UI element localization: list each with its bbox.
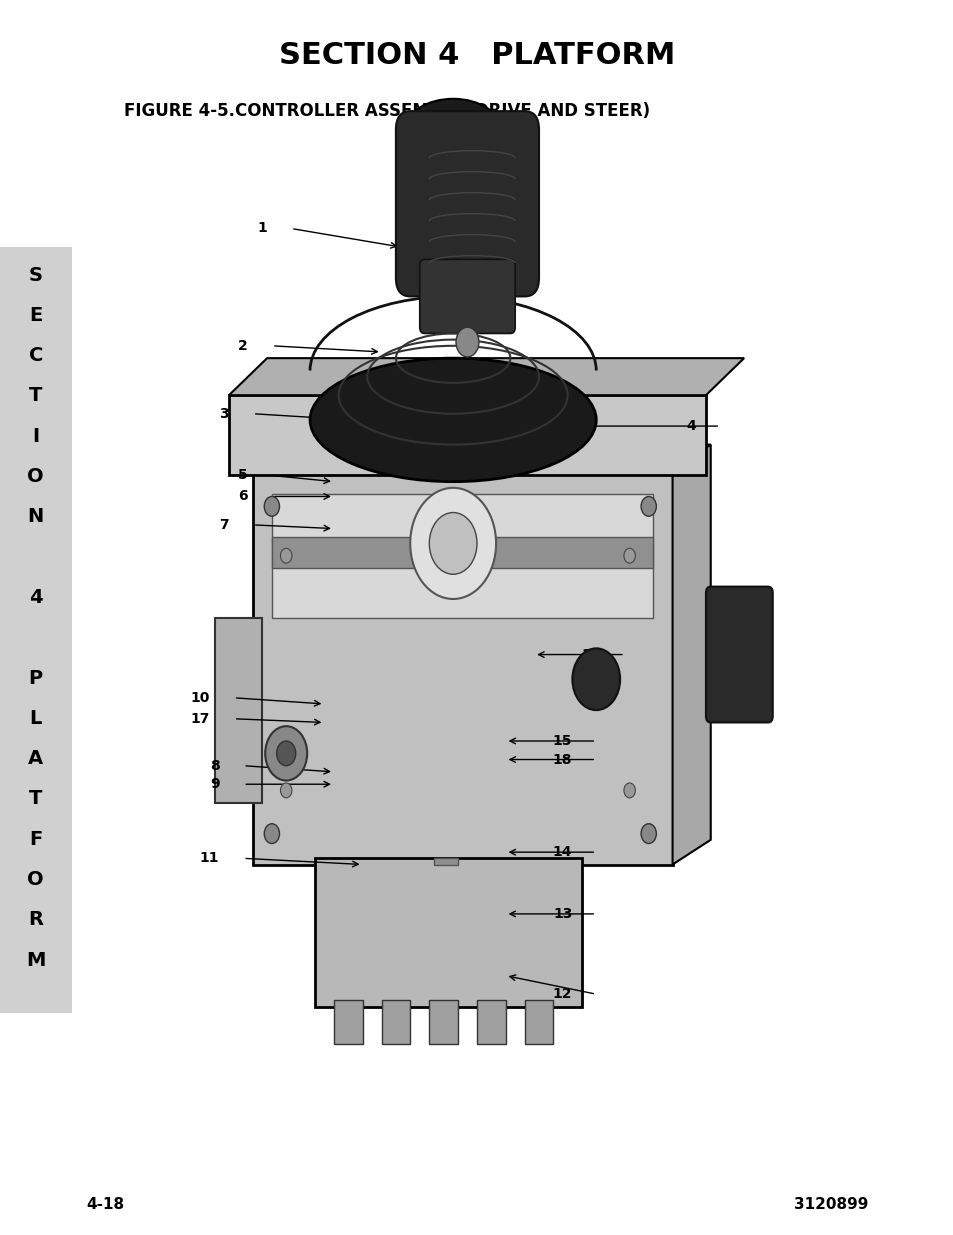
Text: M: M [26,951,46,969]
PathPatch shape [229,358,743,395]
Circle shape [623,548,635,563]
Text: I: I [32,427,39,446]
Text: 9: 9 [210,777,219,792]
Text: A: A [29,750,43,768]
Circle shape [640,496,656,516]
FancyBboxPatch shape [253,469,672,864]
Circle shape [456,327,478,357]
Ellipse shape [310,358,596,482]
FancyBboxPatch shape [334,1000,362,1044]
FancyBboxPatch shape [229,395,705,475]
Text: 4: 4 [29,588,43,606]
Text: 1: 1 [257,221,267,236]
Text: S: S [29,266,43,284]
Text: R: R [29,910,43,929]
FancyBboxPatch shape [705,587,772,722]
FancyBboxPatch shape [272,537,653,568]
FancyBboxPatch shape [395,111,538,296]
Circle shape [276,741,295,766]
Text: 12: 12 [553,987,572,1002]
Text: 6: 6 [238,489,248,504]
Text: P: P [29,668,43,688]
Circle shape [429,513,476,574]
FancyBboxPatch shape [314,858,581,1007]
Text: C: C [29,346,43,366]
Text: 7: 7 [219,517,229,532]
Text: 15: 15 [553,734,572,748]
Circle shape [280,783,292,798]
Circle shape [410,488,496,599]
Text: E: E [30,306,42,325]
Text: 10: 10 [191,690,210,705]
Text: 4: 4 [686,419,696,433]
FancyBboxPatch shape [214,618,262,803]
Text: 8: 8 [210,758,219,773]
Text: 11: 11 [200,851,219,866]
Text: 3120899: 3120899 [793,1197,867,1212]
Text: 2: 2 [238,338,248,353]
Text: O: O [28,869,44,889]
FancyBboxPatch shape [419,259,515,333]
Circle shape [280,548,292,563]
Text: 18: 18 [553,752,572,767]
Circle shape [264,824,279,844]
Text: 13: 13 [553,906,572,921]
FancyBboxPatch shape [381,1000,410,1044]
Text: F: F [30,830,42,848]
Text: SECTION 4   PLATFORM: SECTION 4 PLATFORM [278,41,675,70]
Text: 17: 17 [191,711,210,726]
Text: 16: 16 [581,647,600,662]
PathPatch shape [672,445,710,864]
FancyBboxPatch shape [434,858,457,864]
FancyBboxPatch shape [476,1000,505,1044]
Text: 14: 14 [553,845,572,860]
Text: T: T [29,789,43,809]
Text: 3: 3 [219,406,229,421]
Text: O: O [28,467,44,487]
Ellipse shape [405,99,500,161]
Text: L: L [30,709,42,727]
Circle shape [640,824,656,844]
FancyBboxPatch shape [524,1000,553,1044]
Text: T: T [29,387,43,405]
Circle shape [264,496,279,516]
Text: 4-18: 4-18 [86,1197,124,1212]
Circle shape [265,726,307,781]
Circle shape [623,783,635,798]
Text: N: N [28,508,44,526]
Circle shape [572,648,619,710]
PathPatch shape [253,445,710,469]
FancyBboxPatch shape [429,1000,457,1044]
Text: 5: 5 [238,468,248,483]
Text: FIGURE 4-5.CONTROLLER ASSEMBLY (DRIVE AND STEER): FIGURE 4-5.CONTROLLER ASSEMBLY (DRIVE AN… [124,103,649,120]
FancyBboxPatch shape [0,247,71,1013]
FancyBboxPatch shape [272,494,653,618]
